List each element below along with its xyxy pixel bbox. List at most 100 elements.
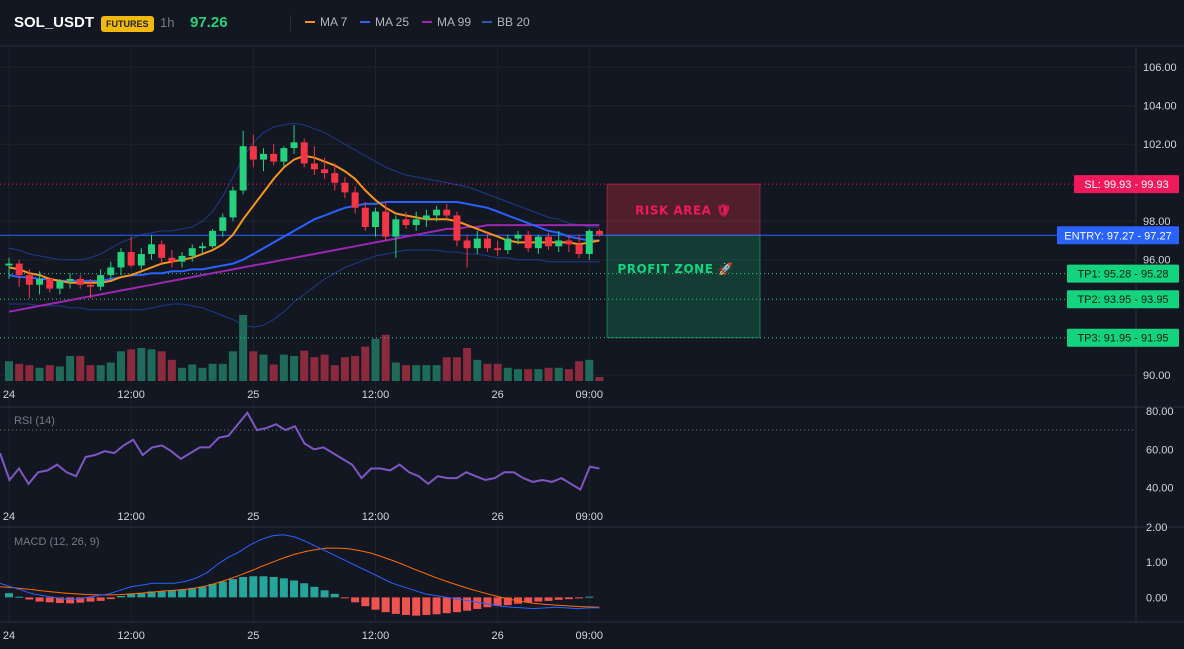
candle-body[interactable] — [514, 234, 522, 239]
candle-body[interactable] — [25, 275, 33, 285]
macd-pane[interactable]: MACD (12, 26, 9) 2.00 1.00 0.00 — [0, 522, 1167, 616]
candle-body[interactable] — [453, 215, 461, 241]
candle-body[interactable] — [534, 236, 542, 249]
ma25-line — [8, 201, 600, 282]
time-tick-label: 26 — [492, 630, 504, 642]
macd-histogram-bar — [208, 584, 217, 598]
candle-body[interactable] — [46, 278, 54, 289]
candle-body[interactable] — [260, 153, 267, 160]
candle-body[interactable] — [341, 182, 349, 193]
candle-body[interactable] — [168, 257, 176, 262]
candle-body[interactable] — [219, 217, 227, 231]
legend-swatch-icon — [422, 21, 432, 23]
candle-body[interactable] — [239, 146, 247, 191]
candle-body[interactable] — [463, 240, 471, 249]
volume-bar — [45, 365, 54, 381]
candle-body[interactable] — [280, 148, 288, 162]
candle-body[interactable] — [422, 215, 430, 220]
volume-bar — [544, 367, 553, 381]
legend-ma7[interactable]: MA 7 — [305, 15, 347, 29]
candle-body[interactable] — [433, 209, 441, 216]
candle-body[interactable] — [443, 209, 451, 216]
candle-body[interactable] — [361, 207, 369, 228]
timeframe-selector[interactable]: 1h — [160, 15, 175, 30]
candle-body[interactable] — [595, 230, 603, 235]
candle-body[interactable] — [321, 169, 329, 174]
risk-area-box — [606, 183, 761, 236]
volume-bar — [503, 367, 512, 381]
candle-body[interactable] — [158, 244, 166, 258]
volume-bar — [575, 361, 584, 381]
symbol-name[interactable]: SOL_USDT — [14, 14, 95, 31]
candle-body[interactable] — [66, 278, 74, 281]
price-tick-label: 106.00 — [1143, 62, 1177, 74]
candle-body[interactable] — [127, 252, 135, 266]
candle-body[interactable] — [188, 248, 196, 256]
legend-bb20[interactable]: BB 20 — [482, 15, 530, 29]
volume-bar — [381, 334, 390, 381]
candle-body[interactable] — [575, 244, 583, 254]
macd-histogram-bar — [351, 597, 360, 603]
moving-averages — [8, 154, 600, 313]
candle-body[interactable] — [494, 248, 502, 251]
rsi-pane[interactable]: RSI (14) 80.00 60.00 40.00 — [0, 406, 1174, 495]
candle-body[interactable] — [412, 219, 420, 226]
candle-body[interactable] — [15, 263, 23, 276]
volume-bar — [412, 365, 421, 381]
candle-body[interactable] — [483, 238, 491, 249]
candle-body[interactable] — [504, 238, 512, 251]
last-price: 97.26 — [190, 14, 228, 31]
candle-body[interactable] — [270, 153, 278, 162]
candle-body[interactable] — [290, 142, 298, 149]
rsi-label: RSI (14) — [14, 415, 55, 427]
profit-zone-label: PROFIT ZONE 🚀 — [617, 262, 733, 276]
time-tick-label: 12:00 — [362, 389, 390, 401]
candle-body[interactable] — [545, 236, 553, 247]
volume-bar — [361, 346, 370, 381]
volume-bar — [76, 355, 85, 381]
candle-body[interactable] — [209, 230, 217, 247]
rsi-line — [0, 411, 600, 492]
candle-body[interactable] — [5, 263, 13, 266]
volume-bar — [35, 367, 44, 381]
candle-body[interactable] — [229, 190, 237, 218]
candle-body[interactable] — [351, 192, 359, 208]
macd-histogram-bar — [554, 597, 563, 600]
candle-body[interactable] — [382, 211, 390, 237]
candle-body[interactable] — [56, 280, 64, 289]
candle-body[interactable] — [331, 173, 339, 183]
candle-body[interactable] — [310, 163, 318, 170]
candle-body[interactable] — [76, 278, 84, 285]
candle-body[interactable] — [107, 267, 115, 276]
candle-body[interactable] — [371, 211, 379, 228]
legend-ma99[interactable]: MA 99 — [422, 15, 471, 29]
candle-body[interactable] — [249, 146, 257, 160]
volume-bar — [66, 355, 75, 381]
candle-body[interactable] — [473, 238, 481, 249]
candle-body[interactable] — [555, 240, 563, 247]
legend-ma25[interactable]: MA 25 — [360, 15, 409, 29]
time-tick-label: 12:00 — [117, 389, 145, 401]
candle-body[interactable] — [198, 246, 206, 249]
macd-histogram-bar — [137, 592, 146, 598]
candle-body[interactable] — [97, 275, 105, 287]
macd-histogram-bar — [452, 597, 461, 613]
candle-body[interactable] — [36, 278, 44, 285]
candle-body[interactable] — [117, 252, 125, 268]
candle-body[interactable] — [402, 219, 410, 226]
candles[interactable] — [5, 124, 603, 299]
macd-histogram-bar — [269, 576, 278, 598]
volume-bar — [198, 367, 207, 381]
candle-body[interactable] — [178, 255, 186, 262]
price-tick-label: 98.00 — [1143, 216, 1171, 228]
candle-body[interactable] — [585, 230, 593, 254]
macd-histogram-bar — [320, 590, 329, 598]
candle-body[interactable] — [392, 219, 400, 237]
candle-body[interactable] — [565, 240, 573, 245]
candle-body[interactable] — [86, 284, 94, 287]
candle-body[interactable] — [137, 253, 145, 266]
candle-body[interactable] — [148, 244, 156, 254]
candle-body[interactable] — [300, 142, 308, 164]
candle-body[interactable] — [524, 234, 532, 249]
